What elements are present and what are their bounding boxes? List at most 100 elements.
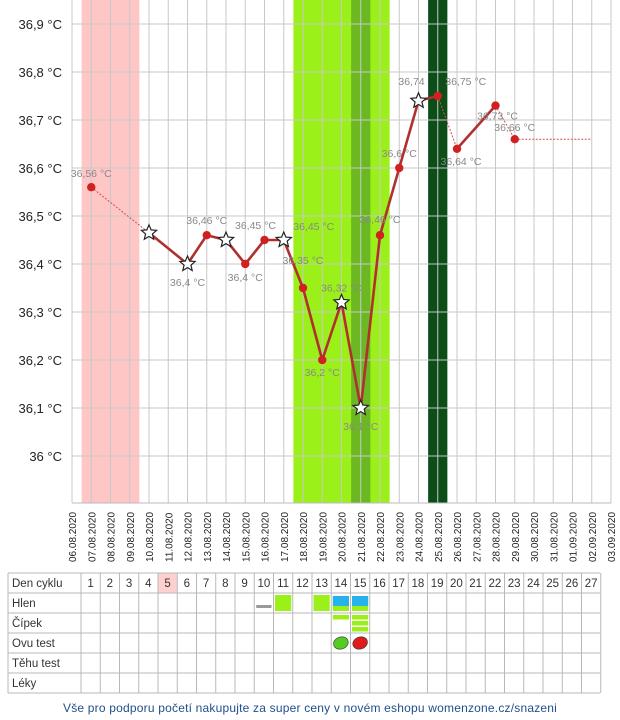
cycle-day-number: 1: [87, 578, 93, 590]
x-tick-label: 16.08.2020: [261, 512, 272, 562]
cycle-day-number: 10: [257, 578, 270, 590]
cycle-table: Den cyklu Hlen Čípek Ovu test Těhu test Léky 1…: [7, 572, 602, 694]
cipek-mark: [352, 627, 369, 632]
series-segment: [398, 100, 420, 169]
temperature-point[interactable]: [318, 355, 327, 365]
x-tick-label: 31.08.2020: [549, 512, 560, 562]
cycle-day-number: 16: [373, 578, 386, 590]
temperature-point[interactable]: [491, 101, 500, 110]
temperature-label: 36,46 °C: [186, 215, 227, 227]
cycle-day-number: 26: [565, 578, 578, 590]
cycle-day-number: 2: [107, 578, 113, 590]
hlen-eggwhite-mark: [352, 596, 369, 606]
cycle-day-number: 24: [527, 578, 540, 590]
x-tick-label: 22.08.2020: [376, 512, 387, 562]
temperature-label: 36,73 °C: [477, 111, 518, 123]
temperature-label: 36,4 °C: [228, 272, 264, 284]
x-tick-label: 02.09.2020: [588, 512, 599, 562]
x-tick-label: 15.08.2020: [241, 512, 252, 562]
cipek-mark: [352, 621, 369, 626]
cycle-day-number: 19: [431, 578, 444, 590]
x-tick-label: 09.08.2020: [126, 512, 137, 562]
temperature-label: 36,32 °C: [321, 282, 362, 294]
temperature-point[interactable]: [433, 91, 442, 101]
x-tick-label: 18.08.2020: [299, 512, 310, 562]
x-tick-label: 03.09.2020: [607, 512, 618, 562]
row-label: Těhu test: [12, 658, 61, 670]
x-tick-label: 25.08.2020: [434, 512, 445, 562]
temperature-label: 36,45 °C: [293, 221, 334, 233]
series-segment: [244, 239, 266, 265]
hlen-dry-mark: [256, 605, 272, 608]
temperature-label: 36,6 °C: [382, 148, 418, 160]
temperature-point[interactable]: [452, 144, 462, 153]
cycle-day-number: 27: [585, 578, 598, 590]
temperature-point[interactable]: [298, 283, 308, 293]
series-segment: [90, 186, 150, 234]
y-axis-labels: 36 °C 36,1 °C 36,2 °C 36,3 °C 36,4 °C 36,5 °C…: [18, 17, 62, 464]
temperature-label: 36,45 °C: [235, 220, 276, 232]
star-point[interactable]: [274, 230, 293, 248]
star-point[interactable]: [409, 91, 428, 109]
series-segment: [495, 105, 516, 140]
row-label: Ovu test: [12, 638, 56, 650]
x-tick-label: 26.08.2020: [453, 512, 464, 562]
series-segment: [282, 239, 305, 289]
temperature-point[interactable]: [510, 135, 519, 144]
cycle-day-number: 3: [126, 578, 132, 590]
series-segment: [340, 302, 363, 409]
y-tick-label: 36,4 °C: [18, 257, 62, 272]
row-label: Čípek: [12, 617, 42, 630]
temperature-point[interactable]: [375, 231, 385, 240]
ovu-test-positive-icon: [352, 636, 368, 650]
x-tick-label: 13.08.2020: [203, 512, 214, 562]
hlen-eggwhite-mark: [332, 596, 349, 606]
temperature-point[interactable]: [260, 235, 269, 245]
star-point[interactable]: [178, 254, 197, 272]
series-segment: [301, 287, 324, 361]
x-tick-label: 17.08.2020: [280, 512, 291, 562]
temperature-point[interactable]: [202, 231, 211, 240]
series-segment: [321, 301, 343, 361]
hlen-eggwhite-base: [332, 606, 349, 611]
x-tick-label: 23.08.2020: [395, 512, 406, 562]
x-tick-label: 10.08.2020: [145, 512, 156, 562]
cycle-chart: 36 °C 36,1 °C 36,2 °C 36,3 °C 36,4 °C 36,5 °C…: [7, 0, 618, 694]
star-point[interactable]: [332, 292, 351, 311]
cycle-day-number: 23: [508, 578, 521, 590]
x-tick-label: 14.08.2020: [222, 512, 233, 562]
x-tick-label: 06.08.2020: [68, 512, 79, 562]
series-segment: [186, 234, 208, 265]
temperature-point[interactable]: [395, 163, 404, 173]
x-tick-label: 08.08.2020: [107, 512, 118, 562]
temperature-point[interactable]: [241, 259, 250, 269]
cycle-day-number: 5: [164, 578, 170, 590]
temperature-point[interactable]: [87, 183, 96, 192]
cipek-mark: [352, 615, 369, 620]
cycle-day-number: 18: [411, 578, 424, 590]
chart-grid: [71, 0, 612, 504]
x-axis-labels: 06.08.2020 07.08.2020 08.08.2020 09.08.2020…: [68, 512, 618, 562]
y-tick-label: 36,6 °C: [18, 161, 62, 176]
x-tick-label: 12.08.2020: [184, 512, 195, 562]
cycle-day-number: 21: [469, 578, 482, 590]
cycle-day-number: 8: [222, 578, 228, 590]
temperature-label: 36,56 °C: [71, 168, 112, 180]
cycle-day-number: 22: [488, 578, 501, 590]
star-point[interactable]: [216, 230, 236, 248]
temperature-series: [90, 94, 592, 409]
temperature-label: 36,2 °C: [305, 367, 341, 379]
temperature-label: 36,74: [398, 76, 424, 88]
series-segment: [359, 235, 382, 409]
cycle-day-number: 25: [546, 578, 559, 590]
row-label: Léky: [12, 678, 37, 690]
temperature-label: 36,75 °C: [445, 76, 486, 88]
y-tick-label: 36 °C: [29, 449, 62, 464]
cycle-day-number: 11: [277, 578, 289, 590]
cipek-mark: [332, 615, 349, 620]
y-tick-label: 36,3 °C: [18, 305, 62, 320]
promo-footer-link[interactable]: Vše pro podporu početí nakupujte za supe…: [62, 701, 558, 715]
y-tick-label: 36,9 °C: [18, 17, 62, 32]
star-point[interactable]: [351, 398, 370, 416]
star-point[interactable]: [139, 223, 159, 241]
